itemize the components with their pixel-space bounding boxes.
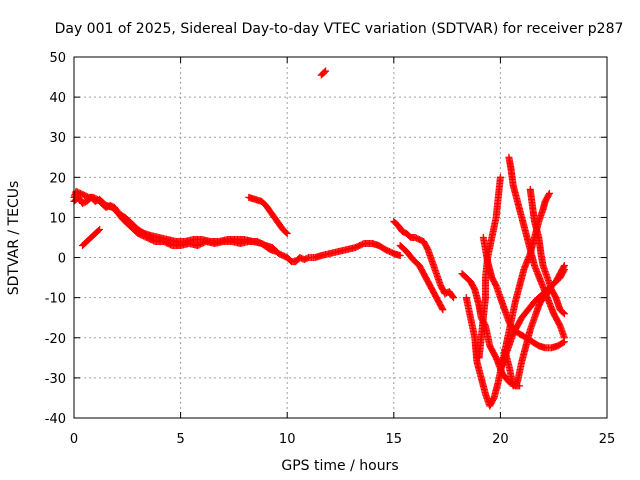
- chart-title: Day 001 of 2025, Sidereal Day-to-day VTE…: [55, 21, 624, 37]
- data-point: [496, 173, 504, 181]
- data-point: [438, 304, 446, 312]
- data-point: [559, 309, 567, 317]
- y-tick-label: -10: [45, 292, 66, 307]
- data-point: [322, 67, 330, 75]
- data-point: [560, 334, 568, 342]
- y-tick-label: -30: [45, 372, 66, 387]
- data-point: [282, 228, 290, 236]
- y-tick-labels: 50 40 30 20 10 0 -10 -20 -30 -40: [45, 51, 66, 427]
- data-markers: [70, 67, 568, 410]
- data-point: [545, 191, 553, 199]
- data-point: [545, 189, 553, 197]
- data-point: [303, 254, 311, 262]
- x-tick-label: 25: [599, 432, 616, 447]
- data-point: [95, 226, 103, 234]
- data-point: [516, 382, 524, 390]
- y-tick-label: 50: [49, 51, 66, 66]
- data-point: [273, 248, 281, 256]
- y-tick-label: 30: [49, 131, 66, 146]
- x-tick-label: 15: [386, 432, 403, 447]
- y-tick-label: 40: [49, 91, 66, 106]
- data-point: [560, 266, 568, 274]
- x-tick-label: 20: [492, 432, 509, 447]
- data-point: [396, 252, 404, 260]
- y-tick-label: 10: [49, 211, 66, 226]
- data-point: [321, 68, 329, 76]
- y-axis-label: SDTVAR / TECUs: [6, 181, 22, 296]
- data-point: [560, 267, 568, 275]
- x-tick-label: 10: [279, 432, 296, 447]
- data-point: [283, 229, 291, 237]
- data-point: [449, 294, 457, 302]
- x-tick-label: 0: [70, 432, 78, 447]
- y-tick-label: -20: [45, 332, 66, 347]
- y-tick-label: -40: [45, 412, 66, 427]
- grid-lines: [74, 57, 607, 418]
- y-tick-label: 20: [49, 171, 66, 186]
- data-point: [560, 310, 568, 318]
- y-tick-label: 0: [58, 252, 66, 267]
- x-tick-labels: 0 5 10 15 20 25: [70, 432, 615, 447]
- plot-border: [73, 56, 608, 419]
- x-tick-label: 5: [176, 432, 184, 447]
- data-point: [449, 292, 457, 300]
- data-point: [559, 339, 567, 347]
- data-point: [439, 306, 447, 314]
- x-axis-label: GPS time / hours: [281, 458, 398, 474]
- data-point: [96, 225, 104, 233]
